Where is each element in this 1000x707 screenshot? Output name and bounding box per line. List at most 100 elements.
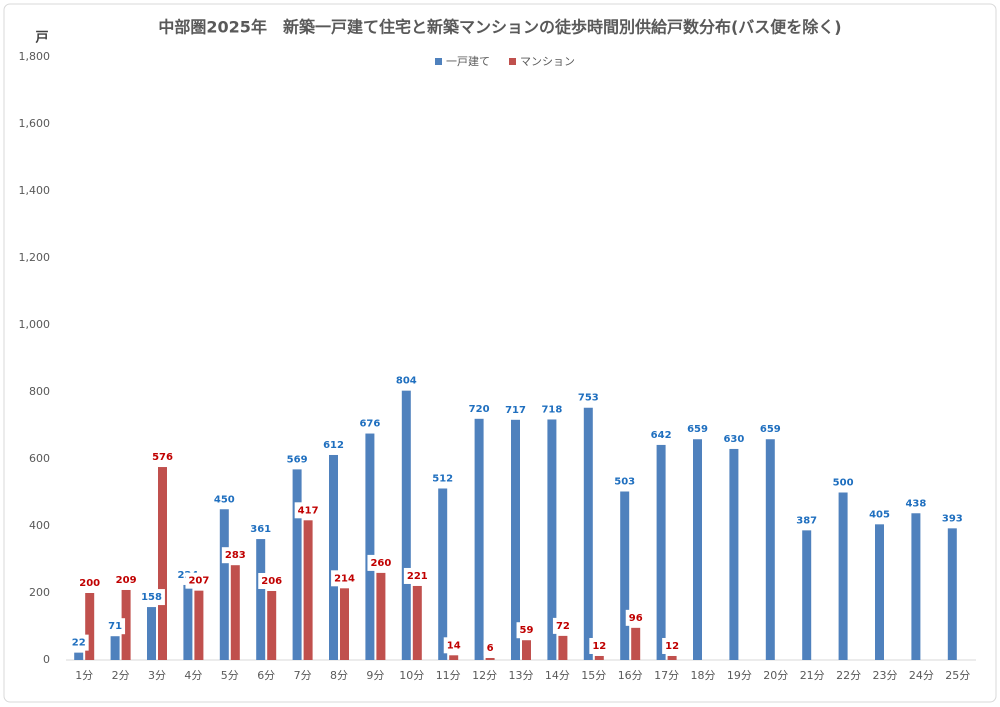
bar [194, 590, 204, 660]
y-tick-label: 1,800 [19, 50, 51, 63]
data-label-bg [367, 554, 395, 571]
bar [303, 520, 313, 660]
data-label-bg [258, 572, 286, 589]
data-label: 72 [556, 621, 570, 632]
data-label-bg [247, 521, 275, 538]
data-label-bg [429, 470, 457, 487]
data-label: 96 [629, 613, 643, 624]
data-label-bg [403, 567, 431, 584]
data-label: 500 [833, 478, 854, 489]
data-label: 14 [447, 640, 461, 651]
bar [147, 607, 156, 660]
data-label: 717 [505, 405, 526, 416]
bar [693, 439, 702, 660]
bar [256, 539, 266, 660]
legend-swatch [435, 58, 442, 65]
data-label: 207 [188, 576, 209, 587]
x-tick-label: 15分 [581, 669, 606, 682]
bar [183, 584, 193, 660]
data-label-bg [465, 400, 493, 417]
data-label: 206 [261, 576, 282, 587]
x-tick-label: 4分 [184, 669, 202, 682]
data-label: 214 [334, 573, 355, 584]
bar [485, 657, 495, 660]
data-label-bg [866, 506, 893, 523]
data-label: 630 [723, 434, 744, 445]
data-label-bg [625, 609, 646, 626]
data-label-bg [720, 430, 748, 447]
bar [158, 467, 167, 660]
x-tick-label: 14分 [545, 669, 570, 682]
data-label-bg [502, 401, 529, 418]
data-label-bg [68, 634, 89, 651]
bar [558, 635, 568, 660]
data-label-bg [185, 572, 213, 589]
data-label: 438 [905, 498, 926, 509]
y-unit: 戸 [35, 31, 48, 46]
bar [267, 590, 277, 660]
data-label-bg [221, 547, 249, 564]
x-tick-label: 20分 [763, 669, 788, 682]
bar [729, 448, 739, 660]
data-label-bg [589, 637, 610, 654]
y-tick-label: 800 [29, 385, 50, 398]
bar [547, 419, 557, 660]
bar [121, 589, 131, 660]
data-label: 158 [141, 592, 162, 603]
data-label: 22 [72, 638, 86, 649]
bar [376, 572, 386, 660]
data-label-bg [105, 618, 126, 635]
bar [474, 418, 484, 660]
data-label-bg [112, 571, 140, 588]
bar [594, 655, 604, 660]
data-label: 569 [287, 454, 308, 465]
x-tick-label: 9分 [366, 669, 384, 682]
data-label: 405 [869, 509, 890, 520]
data-label: 6 [487, 643, 494, 654]
x-tick-label: 7分 [294, 669, 312, 682]
data-label-bg [516, 622, 537, 639]
data-label: 387 [796, 515, 817, 526]
bar [449, 655, 459, 660]
data-label-bg [138, 589, 165, 606]
bar [765, 439, 775, 660]
bar [911, 513, 921, 660]
data-label-bg [538, 401, 566, 418]
data-label-bg [149, 449, 176, 466]
chart-title: 中部圏2025年 新築一戸建て住宅と新築マンションの徒歩時間別供給戸数分布(バス… [158, 18, 841, 37]
data-label: 417 [298, 505, 319, 516]
data-label: 361 [250, 524, 271, 535]
data-label-bg [392, 372, 420, 389]
x-tick-label: 6分 [257, 669, 275, 682]
x-tick-label: 8分 [330, 669, 348, 682]
x-tick-label: 25分 [945, 669, 970, 682]
data-label: 59 [520, 625, 534, 636]
x-tick-label: 1分 [75, 669, 93, 682]
x-tick-label: 12分 [472, 669, 497, 682]
data-label-bg [443, 637, 464, 654]
bar [802, 530, 812, 660]
bar [875, 524, 884, 660]
data-label-bg [829, 474, 857, 491]
data-label-bg [756, 421, 784, 438]
data-label: 512 [432, 473, 453, 484]
data-label: 576 [152, 452, 173, 463]
data-label-bg [483, 639, 497, 656]
data-label: 503 [614, 476, 635, 487]
bar [401, 390, 411, 660]
x-tick-label: 17分 [654, 669, 679, 682]
bar [219, 509, 229, 660]
data-label-bg [684, 421, 711, 438]
data-label: 659 [687, 424, 708, 435]
bar [329, 454, 338, 660]
data-label-bg [647, 426, 675, 443]
x-tick-label: 11分 [436, 669, 461, 682]
data-label: 718 [541, 404, 562, 415]
bar [838, 492, 848, 660]
data-label-bg [793, 512, 821, 529]
data-label-bg [902, 495, 930, 512]
bar [511, 419, 520, 660]
data-label-bg [356, 415, 384, 432]
x-tick-label: 2分 [112, 669, 130, 682]
data-label: 720 [469, 404, 490, 415]
